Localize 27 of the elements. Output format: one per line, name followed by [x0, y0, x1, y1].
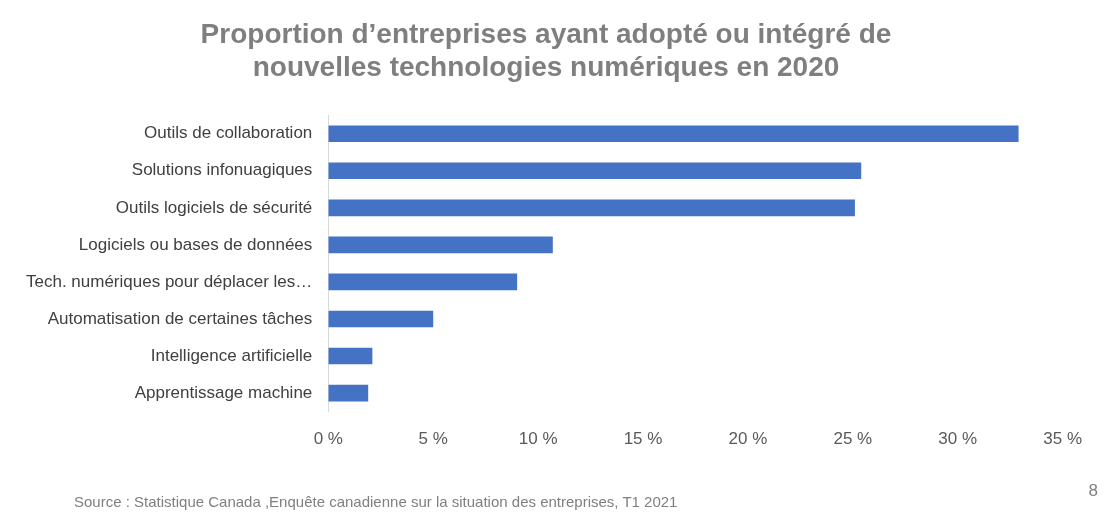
bar — [328, 347, 373, 365]
x-tick-label: 20 % — [728, 429, 768, 449]
x-tick-label: 25 % — [833, 429, 873, 449]
x-tick-label: 10 % — [518, 429, 558, 449]
x-tick-label: 5 % — [418, 429, 448, 449]
y-tick-label: Intelligence artificielle — [150, 345, 313, 365]
y-tick-label: Logiciels ou bases de données — [78, 234, 313, 254]
y-tick-label: Tech. numériques pour déplacer les… — [25, 271, 313, 291]
text: 8 — [1088, 480, 1098, 500]
y-tick-label: Solutions infonuagiques — [131, 160, 313, 180]
bar — [328, 125, 1019, 143]
bar — [328, 162, 862, 180]
y-tick-label: Outils de collaboration — [144, 123, 313, 143]
x-tick-label: 35 % — [1043, 429, 1082, 449]
bar — [328, 310, 434, 328]
x-tick-label: 0 % — [313, 429, 343, 449]
bar — [328, 384, 369, 402]
chart-title: Proportion d’entreprises ayant adopté ou intégré de nouvelles technologies numériques en 2020 — [200, 17, 892, 83]
bar — [328, 199, 855, 217]
x-tick-label: 30 % — [938, 429, 978, 449]
bar — [328, 273, 518, 291]
x-tick-label: 15 % — [623, 429, 663, 449]
y-tick-label: Outils logiciels de sécurité — [115, 197, 313, 217]
bar — [328, 236, 553, 254]
y-tick-label: Automatisation de certaines tâches — [47, 308, 313, 328]
source-note: Source : Statistique Canada ,Enquête canadienne sur la situation des entreprises, T1 2021 — [74, 493, 678, 511]
y-tick-label: Apprentissage machine — [134, 382, 313, 402]
